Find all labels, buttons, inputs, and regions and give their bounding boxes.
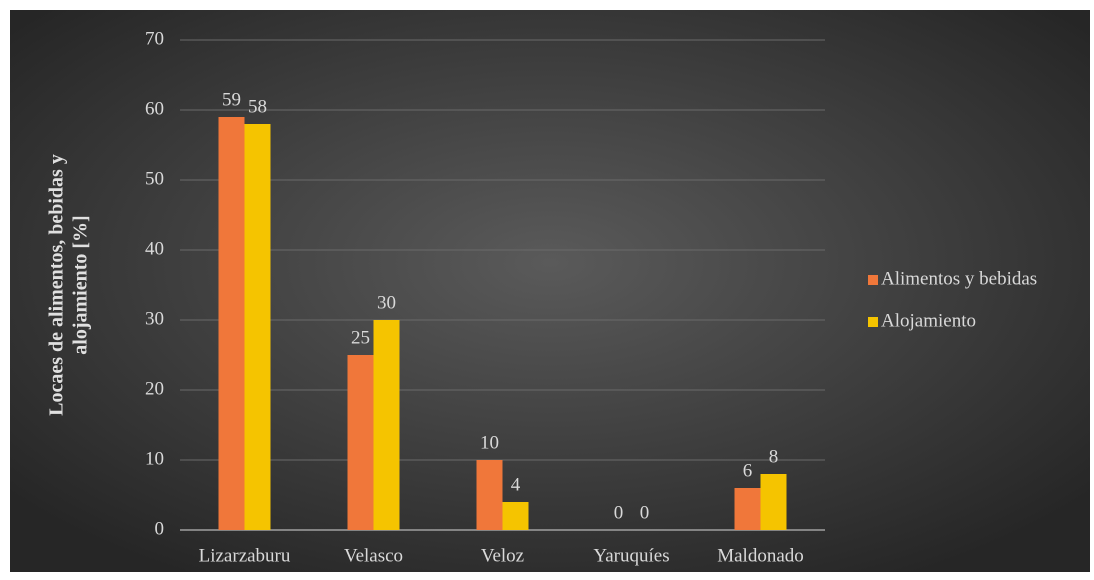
data-label: 58 bbox=[248, 96, 267, 117]
y-tick-label: 10 bbox=[145, 448, 164, 469]
legend-swatch bbox=[868, 275, 878, 285]
bar bbox=[734, 488, 761, 530]
data-label: 25 bbox=[351, 327, 370, 348]
x-tick-label: Lizarzaburu bbox=[199, 545, 291, 566]
x-tick-label: Velasco bbox=[344, 545, 403, 566]
y-tick-label: 60 bbox=[145, 98, 164, 119]
legend-label: Alojamiento bbox=[881, 310, 976, 331]
bar bbox=[218, 117, 245, 530]
y-tick-label: 0 bbox=[155, 518, 165, 539]
x-tick-label: Maldonado bbox=[717, 545, 804, 566]
bar bbox=[373, 320, 400, 530]
data-label: 0 bbox=[614, 502, 624, 523]
chart-background bbox=[10, 10, 1090, 572]
y-axis-title-line: Locaes de alimentos, bebidas y bbox=[46, 154, 68, 416]
y-tick-label: 50 bbox=[145, 168, 164, 189]
data-label: 0 bbox=[640, 502, 650, 523]
data-label: 6 bbox=[743, 460, 753, 481]
y-tick-label: 40 bbox=[145, 238, 164, 259]
data-label: 10 bbox=[480, 432, 499, 453]
bar bbox=[760, 474, 787, 530]
bar bbox=[244, 124, 271, 530]
bar bbox=[476, 460, 503, 530]
x-tick-label: Yaruquíes bbox=[593, 545, 669, 566]
y-axis-title-line: alojamiento [%] bbox=[70, 215, 92, 354]
y-tick-label: 30 bbox=[145, 308, 164, 329]
data-label: 8 bbox=[769, 446, 779, 467]
data-label: 30 bbox=[377, 292, 396, 313]
legend-swatch bbox=[868, 317, 878, 327]
y-tick-label: 20 bbox=[145, 378, 164, 399]
bar bbox=[347, 355, 374, 530]
legend-label: Alimentos y bebidas bbox=[881, 268, 1037, 289]
data-label: 59 bbox=[222, 89, 241, 110]
y-axis-title: Locaes de alimentos, bebidas y alojamien… bbox=[46, 154, 92, 416]
bar bbox=[502, 502, 529, 530]
x-tick-label: Veloz bbox=[481, 545, 524, 566]
y-tick-label: 70 bbox=[145, 28, 164, 49]
data-label: 4 bbox=[511, 474, 521, 495]
